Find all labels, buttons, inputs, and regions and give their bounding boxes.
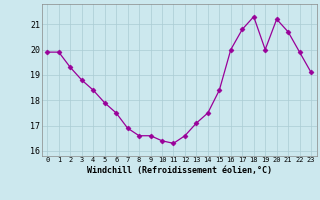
X-axis label: Windchill (Refroidissement éolien,°C): Windchill (Refroidissement éolien,°C): [87, 166, 272, 175]
